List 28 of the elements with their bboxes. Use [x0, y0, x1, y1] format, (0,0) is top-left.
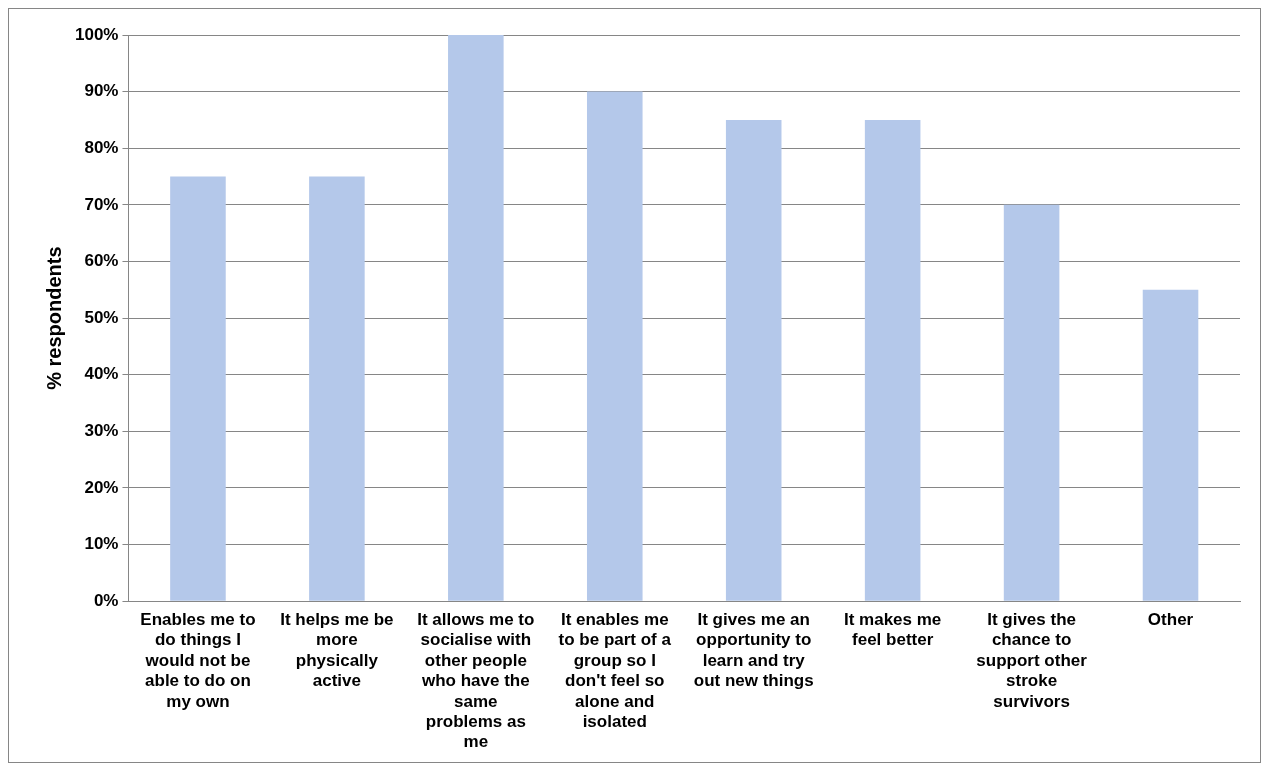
y-tick-label: 100% — [75, 24, 119, 44]
bar — [1142, 289, 1199, 601]
x-tick-label: Enables me to do things I would not be able to do on my own — [140, 610, 256, 711]
bar — [725, 119, 782, 601]
x-tick-label: It gives me an opportunity to learn and try out new things — [693, 610, 814, 691]
bar — [586, 91, 643, 601]
bar — [448, 35, 504, 601]
y-tick-label: 70% — [84, 194, 119, 214]
bar — [309, 176, 365, 601]
y-tick-label: 20% — [84, 477, 119, 497]
x-tick-label: It enables me to be part of a group so I don't feel so alone and isolated — [558, 610, 672, 732]
y-tick-label: 90% — [84, 81, 119, 101]
y-tick-label: 40% — [84, 364, 119, 384]
x-tick-label: It makes me feel better — [843, 610, 942, 650]
y-tick-label: 30% — [84, 421, 119, 441]
bar — [1003, 204, 1060, 601]
x-tick-label: It helps me be more physically active — [280, 610, 394, 691]
y-tick-label: 60% — [84, 251, 119, 271]
bar — [170, 176, 226, 601]
x-tick-label: Other — [1147, 610, 1194, 630]
x-tick-label: It allows me to socialise with other people who have the same problems as me — [417, 610, 535, 752]
x-tick-label: It gives the chance to support other stroke survivors — [976, 610, 1088, 711]
bar — [864, 119, 921, 601]
y-tick-label: 50% — [84, 307, 119, 327]
y-tick-label: 80% — [84, 137, 119, 157]
y-tick-label: 10% — [84, 534, 119, 554]
y-axis-title: % respondents — [42, 246, 65, 390]
y-tick-label: 0% — [93, 590, 119, 610]
